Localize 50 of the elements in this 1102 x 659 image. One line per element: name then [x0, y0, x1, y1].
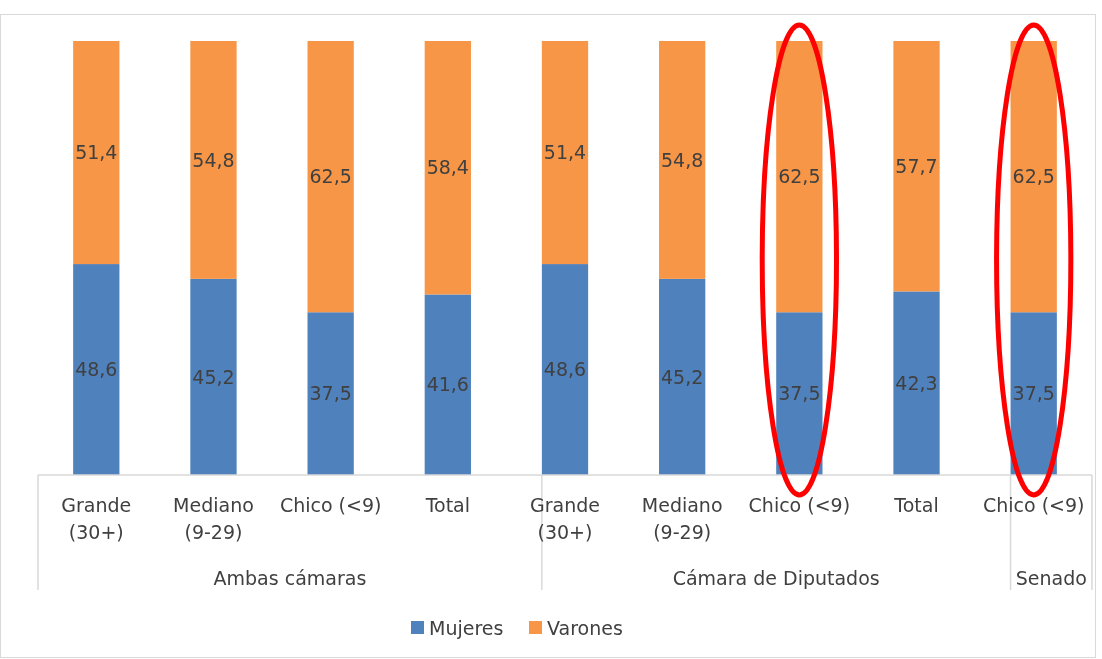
bar	[776, 41, 823, 313]
bar	[541, 41, 589, 265]
bar	[424, 41, 471, 295]
bar	[307, 41, 354, 313]
bar	[1010, 41, 1057, 313]
data-label: 37,5	[1012, 382, 1055, 405]
x-tick-label: Grande (30+)	[530, 494, 600, 543]
data-label: 51,4	[75, 141, 118, 164]
data-label: 45,2	[192, 365, 235, 388]
data-label: 41,6	[426, 373, 469, 396]
x-tick-label: Total	[424, 494, 471, 516]
bar	[73, 41, 120, 265]
text: Cámara de Diputados	[672, 567, 880, 589]
bar	[893, 41, 940, 292]
bar	[424, 294, 471, 475]
bar	[659, 41, 706, 279]
x-tick-label: Chico (<9)	[748, 494, 851, 516]
data-label: 58,4	[426, 156, 469, 179]
x-tick-label: Mediano (9-29)	[641, 494, 723, 543]
bar	[190, 41, 237, 279]
data-label: 54,8	[192, 148, 235, 171]
data-label: 54,8	[661, 148, 704, 171]
x-tick-label: Total	[893, 494, 939, 516]
data-label: 62,5	[309, 165, 352, 188]
bar	[1010, 312, 1057, 475]
data-label: 62,5	[1012, 165, 1055, 188]
data-label: 42,3	[895, 371, 938, 394]
text: Senado	[1015, 567, 1087, 589]
data-label: 48,6	[543, 358, 587, 381]
bar	[190, 278, 237, 475]
x-tick-label: Grande (30+)	[61, 494, 132, 543]
data-label: 48,6	[75, 358, 118, 381]
bar	[893, 291, 940, 475]
bar	[776, 312, 823, 475]
bar	[659, 278, 706, 475]
legend-label: Mujeres	[429, 616, 504, 639]
data-label: 37,5	[778, 382, 821, 405]
data-label: 51,4	[543, 141, 587, 164]
bar	[73, 264, 120, 475]
text: Ambas cámaras	[213, 567, 367, 589]
legend-label: Varones	[547, 616, 623, 639]
x-tick-label: Mediano (9-29)	[173, 494, 254, 543]
x-tick-label: Chico (<9)	[279, 494, 382, 516]
data-label: 45,2	[661, 365, 704, 388]
bar	[541, 264, 589, 475]
x-tick-label: Chico (<9)	[982, 494, 1085, 516]
bar	[307, 312, 354, 475]
data-label: 62,5	[778, 165, 821, 188]
data-label: 37,5	[309, 382, 352, 405]
data-label: 57,7	[895, 154, 938, 177]
